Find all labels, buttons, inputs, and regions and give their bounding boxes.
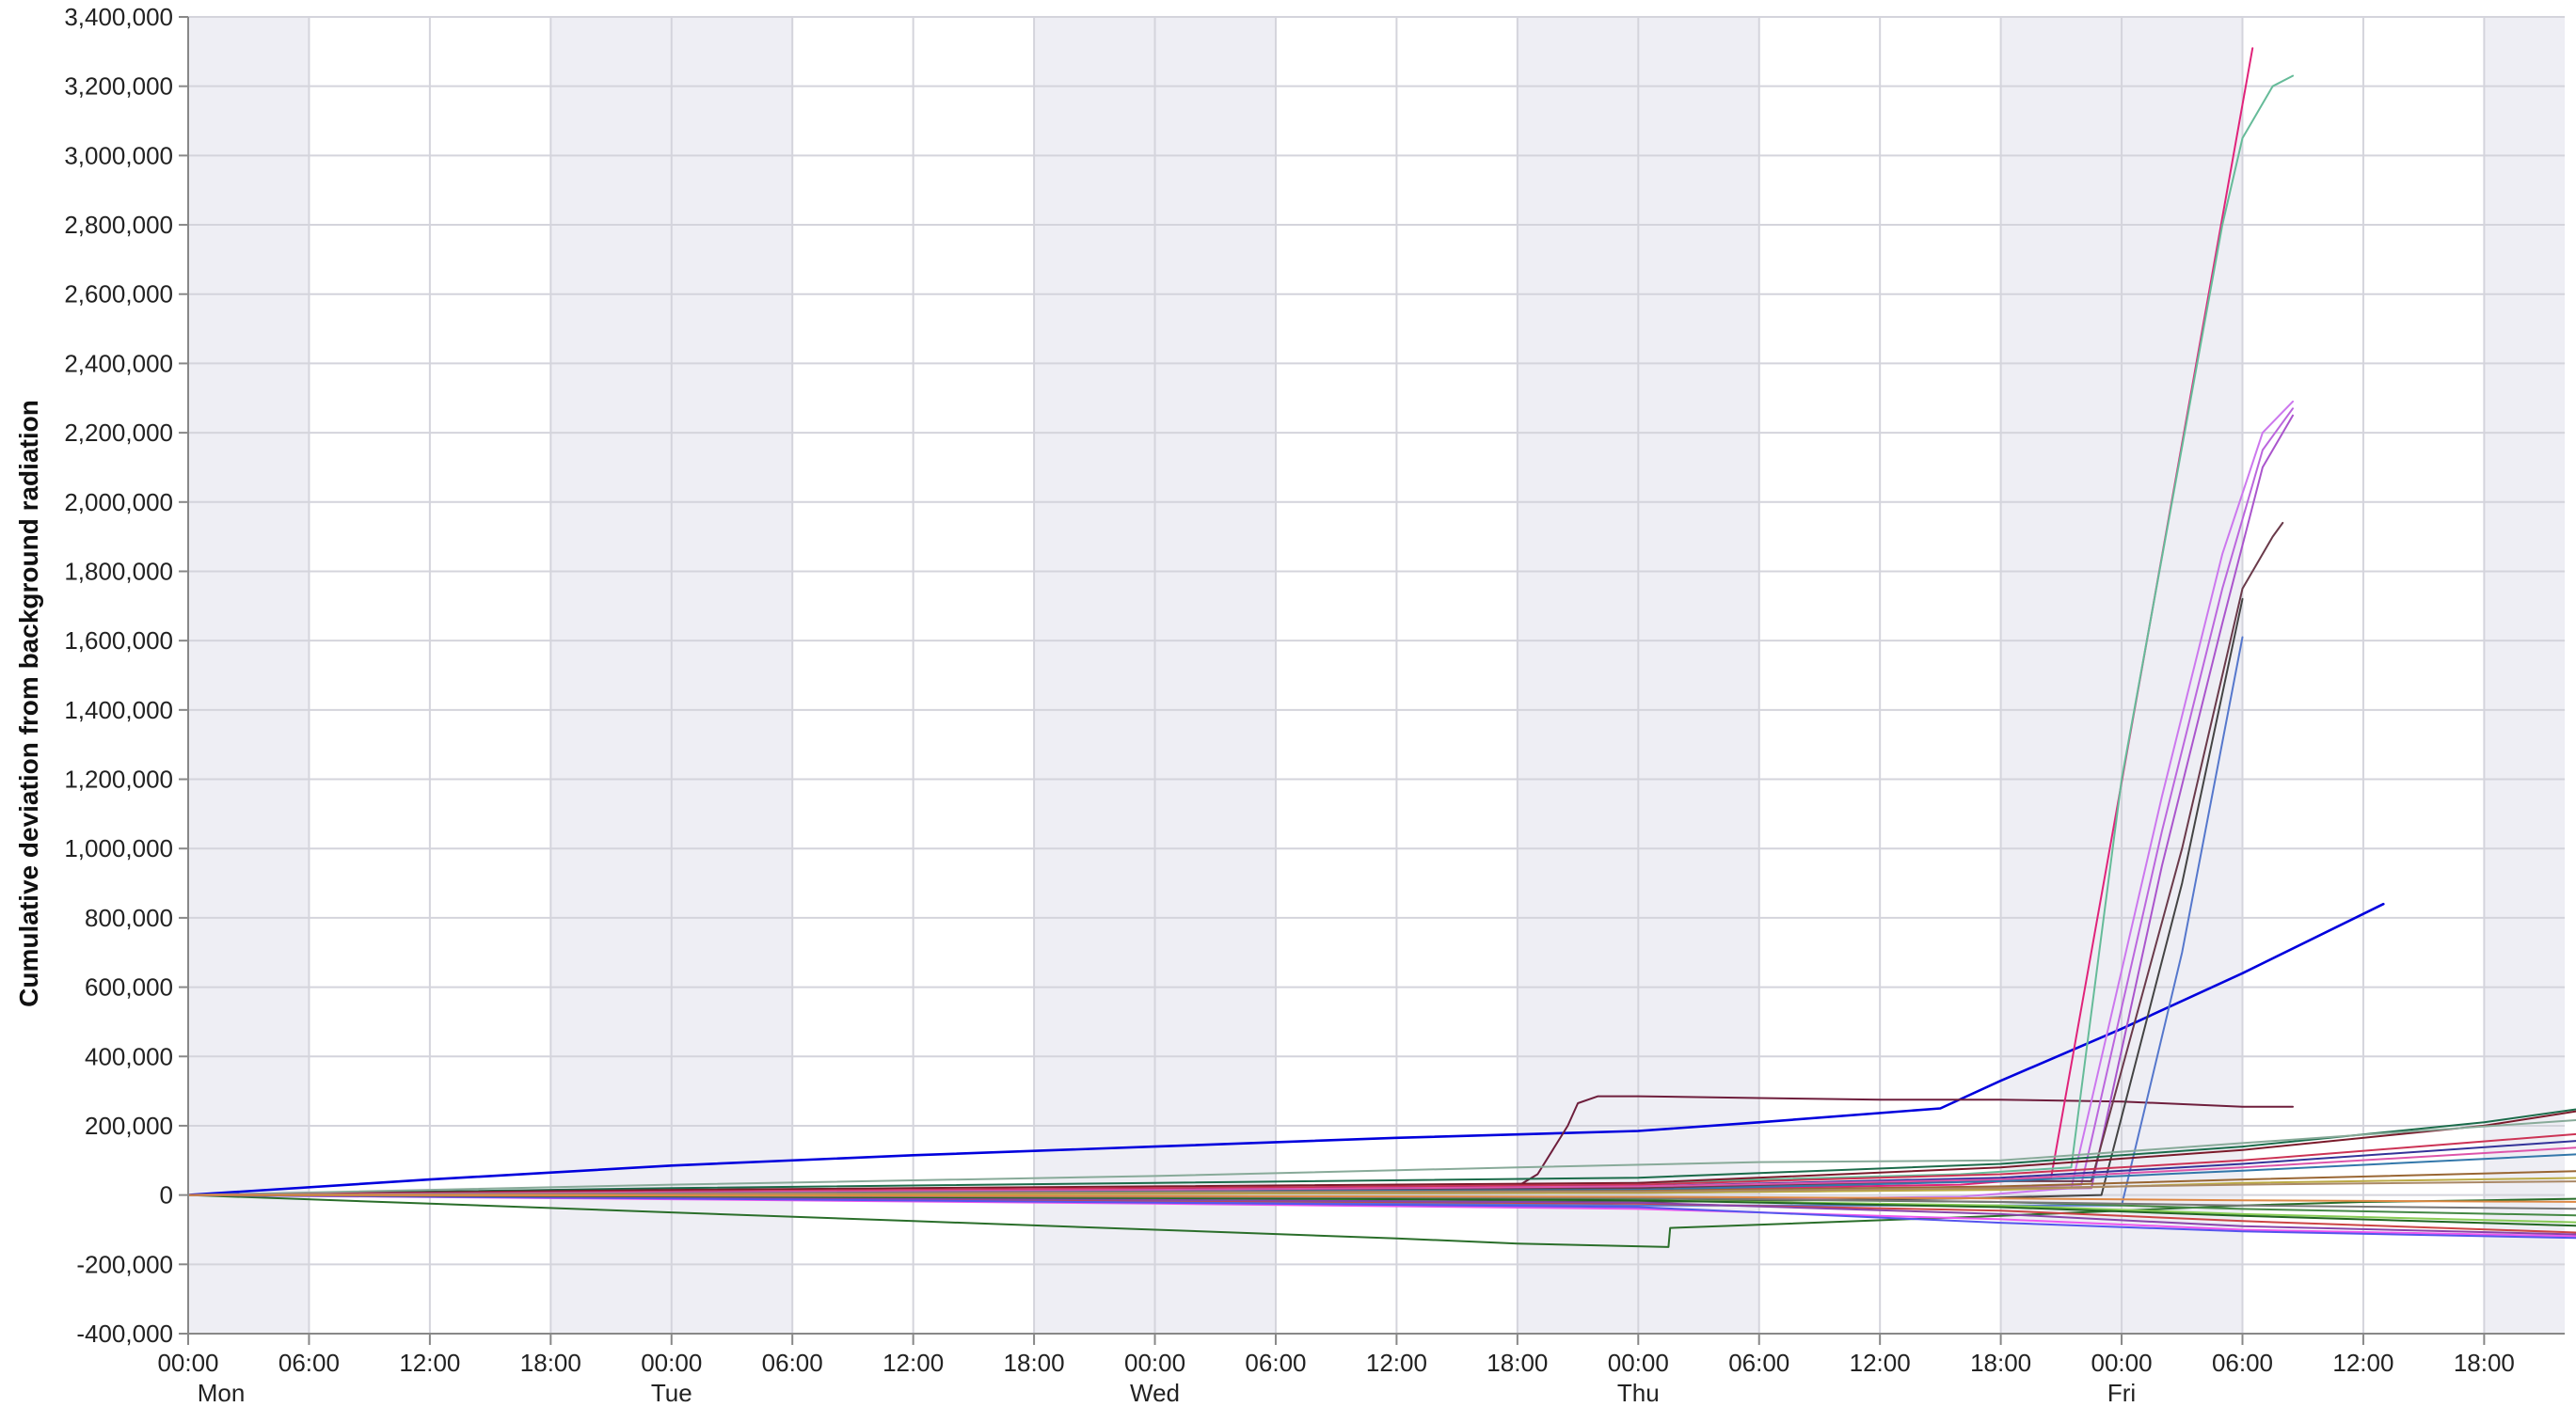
series-line: [186, 902, 2385, 1196]
y-tick-label: 1,000,000: [64, 834, 173, 862]
y-axis-title: Cumulative deviation from background rad…: [14, 400, 43, 1007]
y-tick-label: 0: [160, 1181, 173, 1209]
y-tick-label: 400,000: [85, 1042, 173, 1070]
series-line: [187, 1180, 2576, 1196]
gridlines: [187, 16, 2565, 1335]
y-tick-label: 1,800,000: [64, 557, 173, 585]
y-tick-label: 2,400,000: [64, 349, 173, 377]
night-band: [188, 17, 310, 1334]
series-line: [187, 1118, 2576, 1196]
x-tick-label: 06:00: [2212, 1349, 2273, 1377]
day-label: Tue: [651, 1379, 692, 1407]
x-tick-label: 06:00: [1728, 1349, 1789, 1377]
series-line: [187, 1194, 2576, 1240]
x-tick-label: 00:00: [1608, 1349, 1669, 1377]
x-tick-label: 18:00: [1004, 1349, 1065, 1377]
night-band: [2484, 17, 2565, 1334]
y-tick-label: 2,600,000: [64, 280, 173, 308]
day-label: Wed: [1130, 1379, 1180, 1407]
x-tick-label: 12:00: [2332, 1349, 2393, 1377]
series-line: [187, 1194, 2576, 1248]
y-tick-label: 1,200,000: [64, 766, 173, 794]
x-tick-label: 12:00: [399, 1349, 460, 1377]
y-tick-label: 800,000: [85, 904, 173, 932]
series-lines: [186, 47, 2576, 1248]
axes: 3,400,000 3,200,000 3,000,000 2,800,000 2,60…: [64, 3, 2565, 1407]
y-tick-label: -400,000: [76, 1320, 173, 1348]
x-tick-label: 18:00: [1487, 1349, 1548, 1377]
series-line: [187, 1146, 2576, 1196]
day-label: Fri: [2107, 1379, 2136, 1407]
x-tick-label: 18:00: [1970, 1349, 2031, 1377]
y-tick-label: 3,200,000: [64, 72, 173, 101]
x-tick-label: 06:00: [278, 1349, 340, 1377]
y-tick-label: 1,400,000: [64, 696, 173, 724]
series-line: [187, 1108, 2576, 1196]
day-label: Thu: [1617, 1379, 1660, 1407]
x-tick-label: 00:00: [2091, 1349, 2153, 1377]
y-tick-label: 3,400,000: [64, 3, 173, 31]
y-tick-label: 2,200,000: [64, 419, 173, 447]
y-tick-label: 2,800,000: [64, 211, 173, 239]
x-tick-label: 12:00: [1366, 1349, 1427, 1377]
x-tick-label: 06:00: [1245, 1349, 1306, 1377]
y-tick-label: 200,000: [85, 1112, 173, 1140]
x-tick-label: 00:00: [641, 1349, 702, 1377]
x-tick-label: 18:00: [520, 1349, 581, 1377]
night-bands: [188, 17, 2565, 1334]
y-tick-label: -200,000: [76, 1250, 173, 1278]
x-tick-label: 12:00: [883, 1349, 944, 1377]
day-label: Mon: [198, 1379, 246, 1407]
series-line: [187, 1194, 2576, 1203]
y-tick-label: 3,000,000: [64, 141, 173, 169]
y-tick-label: 600,000: [85, 973, 173, 1002]
y-tick-label: 2,000,000: [64, 488, 173, 516]
x-tick-label: 12:00: [1850, 1349, 1911, 1377]
y-tick-label: 1,600,000: [64, 626, 173, 655]
x-tick-label: 06:00: [762, 1349, 823, 1377]
x-tick-label: 18:00: [2454, 1349, 2515, 1377]
x-tick-label: 00:00: [1124, 1349, 1185, 1377]
x-tick-label: 00:00: [157, 1349, 218, 1377]
